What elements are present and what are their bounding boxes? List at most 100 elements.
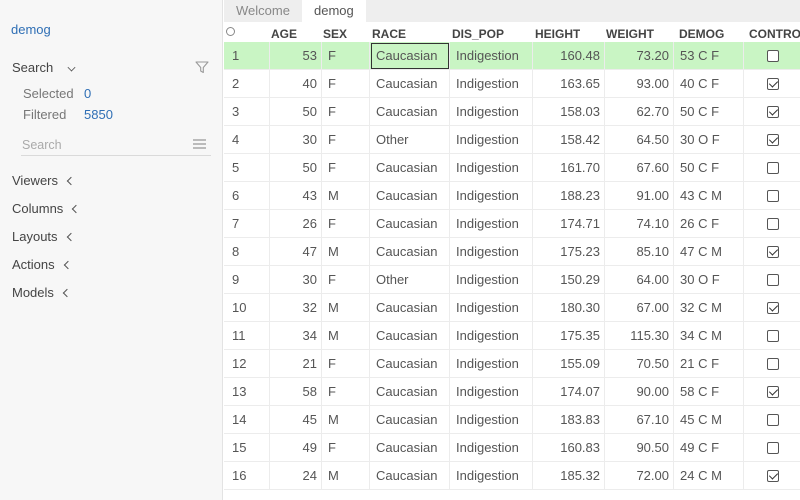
table-name-link[interactable]: demog xyxy=(11,22,51,37)
checkbox-unchecked-icon[interactable] xyxy=(767,414,779,426)
weight-cell[interactable]: 115.30 xyxy=(605,322,674,350)
dis-pop-cell[interactable]: Indigestion xyxy=(450,462,533,490)
checkbox-checked-icon[interactable] xyxy=(767,386,779,398)
table-row[interactable]: 1 53 F Caucasian Indigestion 160.48 73.20 53 C … xyxy=(224,42,800,70)
sex-cell[interactable]: M xyxy=(322,238,370,266)
dis-pop-cell[interactable]: Indigestion xyxy=(450,42,533,70)
sex-cell[interactable]: F xyxy=(322,70,370,98)
checkbox-unchecked-icon[interactable] xyxy=(767,330,779,342)
dis-pop-cell[interactable]: Indigestion xyxy=(450,266,533,294)
demog-cell[interactable]: 53 C F xyxy=(674,42,744,70)
checkbox-unchecked-icon[interactable] xyxy=(767,218,779,230)
row-index-cell[interactable]: 3 xyxy=(224,98,270,126)
demog-cell[interactable]: 32 C M xyxy=(674,294,744,322)
table-row[interactable]: 16 24 M Caucasian Indigestion 185.32 72.00 24 C… xyxy=(224,462,800,490)
row-index-cell[interactable]: 1 xyxy=(224,42,270,70)
row-index-cell[interactable]: 6 xyxy=(224,182,270,210)
table-row[interactable]: 12 21 F Caucasian Indigestion 155.09 70.50 21 C… xyxy=(224,350,800,378)
race-cell[interactable]: Caucasian xyxy=(370,406,450,434)
height-cell[interactable]: 175.35 xyxy=(533,322,605,350)
demog-cell[interactable]: 58 C F xyxy=(674,378,744,406)
column-header-sex[interactable]: SEX xyxy=(323,27,348,41)
filtered-count[interactable]: 5850 xyxy=(84,107,113,122)
dis-pop-cell[interactable]: Indigestion xyxy=(450,350,533,378)
dis-pop-cell[interactable]: Indigestion xyxy=(450,98,533,126)
height-cell[interactable]: 188.23 xyxy=(533,182,605,210)
race-cell[interactable]: Caucasian xyxy=(370,70,450,98)
height-cell[interactable]: 174.07 xyxy=(533,378,605,406)
control-cell[interactable] xyxy=(744,126,800,154)
sidebar-section-columns[interactable]: Columns xyxy=(12,201,81,219)
age-cell[interactable]: 49 xyxy=(270,434,322,462)
race-cell[interactable]: Caucasian xyxy=(370,350,450,378)
race-cell[interactable]: Caucasian xyxy=(370,294,450,322)
control-cell[interactable] xyxy=(744,210,800,238)
weight-cell[interactable]: 85.10 xyxy=(605,238,674,266)
race-cell[interactable]: Caucasian xyxy=(370,42,450,70)
demog-cell[interactable]: 26 C F xyxy=(674,210,744,238)
row-index-cell[interactable]: 4 xyxy=(224,126,270,154)
race-cell[interactable]: Other xyxy=(370,266,450,294)
checkbox-checked-icon[interactable] xyxy=(767,134,779,146)
dis-pop-cell[interactable]: Indigestion xyxy=(450,378,533,406)
weight-cell[interactable]: 67.60 xyxy=(605,154,674,182)
table-row[interactable]: 13 58 F Caucasian Indigestion 174.07 90.00 58 C… xyxy=(224,378,800,406)
dis-pop-cell[interactable]: Indigestion xyxy=(450,126,533,154)
sex-cell[interactable]: M xyxy=(322,406,370,434)
height-cell[interactable]: 160.83 xyxy=(533,434,605,462)
sidebar-section-viewers[interactable]: Viewers xyxy=(12,173,76,191)
table-row[interactable]: 4 30 F Other Indigestion 158.42 64.50 30 O F xyxy=(224,126,800,154)
age-cell[interactable]: 30 xyxy=(270,126,322,154)
checkbox-unchecked-icon[interactable] xyxy=(767,358,779,370)
tab-welcome[interactable]: Welcome xyxy=(236,3,290,18)
sidebar-section-layouts[interactable]: Layouts xyxy=(12,229,75,247)
demog-cell[interactable]: 43 C M xyxy=(674,182,744,210)
sex-cell[interactable]: M xyxy=(322,462,370,490)
age-cell[interactable]: 45 xyxy=(270,406,322,434)
height-cell[interactable]: 175.23 xyxy=(533,238,605,266)
control-cell[interactable] xyxy=(744,294,800,322)
weight-cell[interactable]: 64.00 xyxy=(605,266,674,294)
selected-count[interactable]: 0 xyxy=(84,86,92,101)
row-index-cell[interactable]: 7 xyxy=(224,210,270,238)
chevron-down-icon[interactable] xyxy=(67,63,76,72)
age-cell[interactable]: 24 xyxy=(270,462,322,490)
table-row[interactable]: 11 34 M Caucasian Indigestion 175.35 115.30 34 … xyxy=(224,322,800,350)
table-row[interactable]: 5 50 F Caucasian Indigestion 161.70 67.60 50 C … xyxy=(224,154,800,182)
checkbox-unchecked-icon[interactable] xyxy=(767,162,779,174)
height-cell[interactable]: 150.29 xyxy=(533,266,605,294)
column-header-control[interactable]: CONTROL xyxy=(749,27,800,41)
sex-cell[interactable]: M xyxy=(322,322,370,350)
row-index-cell[interactable]: 9 xyxy=(224,266,270,294)
control-cell[interactable] xyxy=(744,350,800,378)
checkbox-unchecked-icon[interactable] xyxy=(767,50,779,62)
table-row[interactable]: 8 47 M Caucasian Indigestion 175.23 85.10 47 C … xyxy=(224,238,800,266)
search-section-header[interactable]: Search xyxy=(12,60,212,76)
column-header-age[interactable]: AGE xyxy=(271,27,298,41)
dis-pop-cell[interactable]: Indigestion xyxy=(450,322,533,350)
weight-cell[interactable]: 70.50 xyxy=(605,350,674,378)
checkbox-checked-icon[interactable] xyxy=(767,302,779,314)
table-row[interactable]: 3 50 F Caucasian Indigestion 158.03 62.70 50 C … xyxy=(224,98,800,126)
age-cell[interactable]: 50 xyxy=(270,98,322,126)
height-cell[interactable]: 158.42 xyxy=(533,126,605,154)
dis-pop-cell[interactable]: Indigestion xyxy=(450,70,533,98)
checkbox-checked-icon[interactable] xyxy=(767,470,779,482)
race-cell[interactable]: Caucasian xyxy=(370,462,450,490)
sidebar-section-actions[interactable]: Actions xyxy=(12,257,72,275)
row-index-cell[interactable]: 11 xyxy=(224,322,270,350)
column-header-dis-pop[interactable]: DIS_POP xyxy=(452,27,505,41)
control-cell[interactable] xyxy=(744,378,800,406)
demog-cell[interactable]: 50 C F xyxy=(674,154,744,182)
height-cell[interactable]: 174.71 xyxy=(533,210,605,238)
column-header-race[interactable]: RACE xyxy=(372,27,407,41)
row-index-cell[interactable]: 8 xyxy=(224,238,270,266)
table-row[interactable]: 7 26 F Caucasian Indigestion 174.71 74.10 26 C … xyxy=(224,210,800,238)
sex-cell[interactable]: F xyxy=(322,126,370,154)
weight-cell[interactable]: 74.10 xyxy=(605,210,674,238)
table-row[interactable]: 2 40 F Caucasian Indigestion 163.65 93.00 40 C … xyxy=(224,70,800,98)
race-cell[interactable]: Other xyxy=(370,126,450,154)
sidebar-section-models[interactable]: Models xyxy=(12,285,72,303)
column-header-demog[interactable]: DEMOG xyxy=(679,27,725,41)
height-cell[interactable]: 160.48 xyxy=(533,42,605,70)
